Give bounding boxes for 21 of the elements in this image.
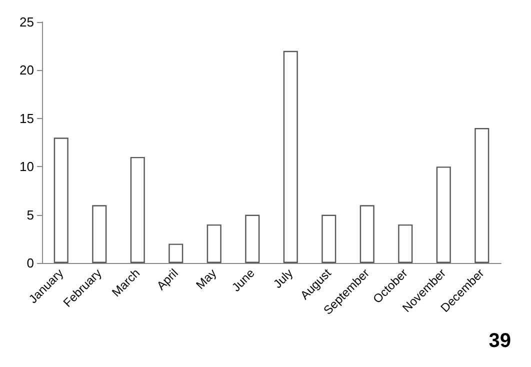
x-tick-label: July [270,266,296,292]
y-tick-label: 0 [26,256,34,270]
bar [322,214,336,263]
bar [130,156,145,263]
bar [398,224,413,263]
bar [474,128,490,263]
y-tick-label: 5 [26,207,34,222]
y-tick-label: 25 [20,14,34,30]
bar [92,205,107,263]
y-tick-label: 10 [20,159,34,174]
x-tick-label: May [193,266,220,292]
bar [283,50,298,263]
bar [54,138,68,263]
bar [360,205,374,263]
bar [168,244,184,263]
y-tick-label: 20 [20,62,34,78]
bar [436,166,451,263]
y-tick-label: 15 [20,110,34,126]
bar [245,214,260,263]
bar [206,224,222,263]
text: 39 [488,330,512,352]
